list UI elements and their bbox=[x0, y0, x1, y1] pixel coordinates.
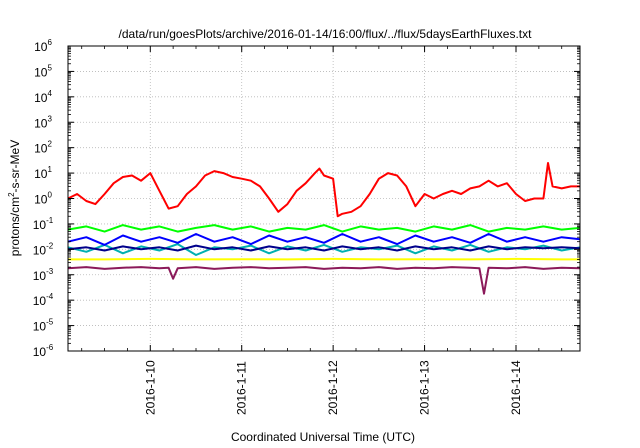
series-line-4 bbox=[67, 233, 581, 246]
y-tick-exponent: -2 bbox=[46, 241, 54, 250]
y-tick-exponent: -4 bbox=[46, 292, 54, 301]
series-line-5 bbox=[67, 244, 581, 252]
x-tick-label: 2016-1-12 bbox=[326, 360, 340, 415]
y-tick-label: 100 bbox=[34, 191, 52, 207]
y-tick-base: 10 bbox=[34, 142, 48, 156]
series-line-1 bbox=[67, 162, 580, 218]
y-tick-label: 105 bbox=[34, 63, 52, 79]
x-tick-label: 2016-1-13 bbox=[418, 360, 432, 415]
y-tick-label: 10-1 bbox=[33, 216, 54, 232]
series-line-6 bbox=[68, 257, 580, 261]
y-tick-label: 102 bbox=[34, 140, 52, 156]
y-axis-label-main: protons/cm bbox=[8, 197, 22, 256]
y-tick-exponent: -6 bbox=[46, 343, 54, 352]
grid bbox=[68, 46, 580, 351]
y-tick-base: 10 bbox=[34, 193, 48, 207]
chart-title: /data/run/goesPlots/archive/2016-01-14/1… bbox=[119, 27, 533, 41]
y-tick-exponent: 6 bbox=[47, 38, 52, 47]
y-tick-base: 10 bbox=[33, 294, 47, 308]
x-tick-label: 2016-1-10 bbox=[143, 360, 157, 415]
y-tick-exponent: -1 bbox=[46, 216, 54, 225]
y-tick-exponent: -3 bbox=[46, 267, 54, 276]
y-tick-base: 10 bbox=[33, 320, 47, 334]
x-tick-label: 2016-1-11 bbox=[235, 361, 249, 415]
y-tick-exponent: -5 bbox=[46, 318, 54, 327]
y-tick-label: 10-5 bbox=[33, 318, 54, 334]
y-tick-label: 101 bbox=[34, 165, 52, 181]
series-line-2 bbox=[67, 224, 581, 233]
x-axis-ticks: 2016-1-10 2016-1-11 2016-1-12 2016-1-13 2016… bbox=[81, 46, 563, 415]
x-tick-label: 2016-1-14 bbox=[509, 360, 523, 415]
y-tick-exponent: 1 bbox=[47, 165, 52, 174]
y-tick-base: 10 bbox=[34, 167, 48, 181]
y-tick-base: 10 bbox=[34, 91, 48, 105]
x-axis-label: Coordinated Universal Time (UTC) bbox=[231, 430, 415, 444]
y-axis-label-rest: -s-sr-MeV bbox=[8, 140, 22, 193]
y-tick-exponent: 2 bbox=[47, 140, 52, 149]
y-tick-label: 104 bbox=[34, 89, 52, 105]
y-tick-exponent: 3 bbox=[47, 114, 52, 123]
y-tick-label: 10-4 bbox=[33, 292, 54, 308]
y-axis-label: protons/cm2-s-sr-MeV bbox=[7, 140, 22, 256]
y-tick-base: 10 bbox=[33, 218, 47, 232]
y-tick-label: 10-3 bbox=[33, 267, 54, 283]
series-group bbox=[67, 162, 581, 295]
y-tick-exponent: 0 bbox=[47, 191, 52, 200]
series-line-7 bbox=[67, 266, 581, 295]
y-tick-base: 10 bbox=[34, 40, 48, 54]
y-tick-base: 10 bbox=[34, 65, 48, 79]
y-tick-exponent: 5 bbox=[47, 63, 52, 72]
series-line-3 bbox=[67, 243, 581, 256]
y-axis-ticks: 10-610-510-410-310-210-11001011021031041… bbox=[33, 38, 580, 359]
y-tick-label: 10-6 bbox=[33, 343, 54, 359]
y-tick-base: 10 bbox=[34, 116, 48, 130]
y-tick-base: 10 bbox=[33, 345, 47, 359]
y-tick-exponent: 4 bbox=[47, 89, 52, 98]
y-tick-label: 103 bbox=[34, 114, 52, 130]
y-axis-label-sup: 2 bbox=[7, 192, 16, 197]
y-tick-label: 10-2 bbox=[33, 241, 54, 257]
y-tick-label: 106 bbox=[34, 38, 52, 54]
y-tick-base: 10 bbox=[33, 269, 47, 283]
y-tick-base: 10 bbox=[33, 243, 47, 257]
